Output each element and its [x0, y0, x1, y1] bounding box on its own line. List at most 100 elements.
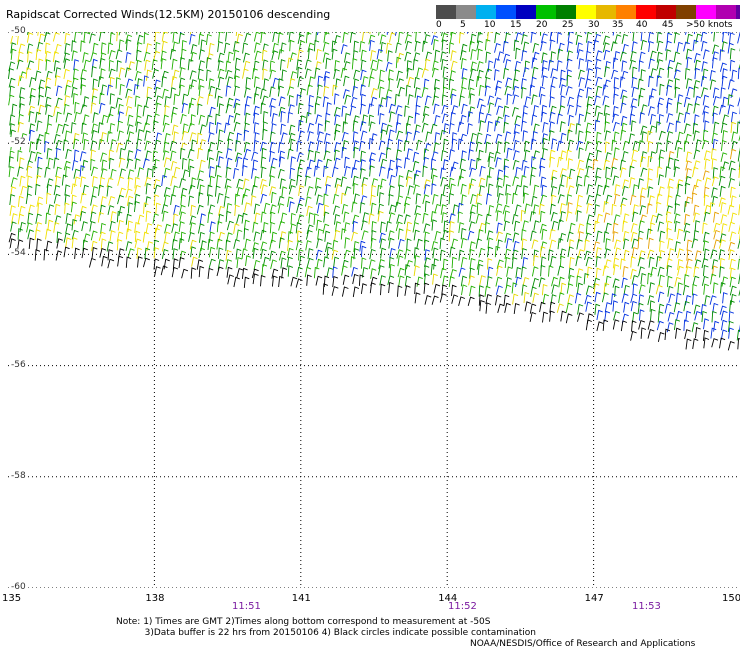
- wind-barb: [208, 231, 215, 243]
- wind-barb: [567, 32, 574, 42]
- wind-barb: [170, 112, 177, 124]
- wind-barb: [315, 114, 322, 125]
- wind-barb: [693, 130, 700, 141]
- longitude-label: 144: [438, 593, 458, 604]
- wind-barb: [29, 129, 35, 141]
- wind-barb: [539, 246, 546, 258]
- wind-barb: [82, 159, 89, 171]
- wind-barb: [269, 60, 276, 72]
- wind-barb: [451, 238, 458, 249]
- wind-barb: [360, 283, 368, 294]
- wind-barb: [512, 293, 519, 305]
- wind-barb: [125, 256, 132, 268]
- wind-barb: [64, 84, 71, 96]
- wind-barb: [673, 69, 681, 79]
- wind-barb: [119, 147, 126, 160]
- wind-barb: [595, 85, 603, 96]
- legend-label: 35: [612, 20, 624, 30]
- wind-barb: [442, 229, 449, 240]
- wind-barb: [603, 282, 610, 294]
- wind-barb: [126, 158, 134, 169]
- wind-barb: [630, 32, 632, 33]
- wind-barb: [225, 185, 232, 196]
- wind-barb: [315, 177, 321, 189]
- wind-barb: [659, 249, 666, 261]
- wind-barb: [109, 76, 115, 89]
- wind-barb: [145, 43, 152, 54]
- wind-barb: [379, 34, 387, 45]
- wind-barb: [622, 265, 629, 278]
- wind-barb: [711, 158, 717, 170]
- wind-barb: [206, 57, 212, 69]
- wind-barb: [542, 311, 548, 323]
- wind-barb: [441, 39, 448, 51]
- wind-barb: [385, 42, 392, 54]
- wind-barb: [423, 239, 430, 251]
- wind-barb: [585, 256, 593, 267]
- wind-barb: [404, 285, 411, 296]
- wind-barb: [442, 66, 449, 78]
- wind-barb: [709, 202, 716, 214]
- wind-barb: [118, 32, 121, 36]
- wind-barb: [521, 284, 528, 296]
- wind-barb: [225, 32, 231, 42]
- wind-barb: [288, 178, 296, 189]
- wind-barb: [638, 60, 644, 72]
- wind-barb: [353, 78, 360, 90]
- wind-barb: [575, 104, 582, 116]
- wind-barb: [647, 272, 653, 285]
- wind-barb: [389, 174, 396, 186]
- wind-barb: [487, 266, 494, 278]
- wind-barb: [414, 124, 421, 136]
- wind-barb: [74, 176, 81, 188]
- wind-barb: [496, 259, 504, 269]
- wind-barb: [143, 202, 149, 214]
- wind-barb: [460, 256, 468, 268]
- wind-barb: [287, 231, 294, 243]
- wind-barb: [334, 114, 341, 126]
- wind-barb: [91, 123, 98, 134]
- legend-swatch: [716, 5, 736, 19]
- wind-barb: [81, 221, 88, 232]
- wind-barb: [79, 165, 86, 177]
- wind-barb: [154, 139, 161, 151]
- wind-barb: [683, 222, 691, 233]
- wind-barb: [218, 205, 225, 216]
- wind-barb: [352, 220, 358, 233]
- wind-barb: [568, 168, 576, 180]
- wind-barb: [531, 266, 539, 277]
- wind-barb: [548, 265, 554, 277]
- wind-barb: [477, 48, 483, 60]
- wind-barb: [530, 286, 537, 297]
- wind-barb: [685, 160, 692, 171]
- wind-barb: [268, 175, 275, 187]
- wind-barb: [188, 165, 195, 178]
- wind-barb: [530, 76, 537, 88]
- wind-barb: [317, 228, 324, 240]
- wind-barb: [702, 170, 710, 181]
- wind-barb: [550, 68, 557, 79]
- wind-barb: [9, 193, 16, 206]
- wind-barb: [125, 241, 133, 252]
- wind-barb: [367, 103, 374, 114]
- wind-barb: [623, 301, 630, 313]
- wind-barb: [603, 49, 611, 60]
- wind-barb: [442, 184, 450, 195]
- wind-barb: [55, 250, 63, 261]
- wind-barb: [369, 68, 377, 79]
- wind-barb: [127, 150, 134, 161]
- wind-barb: [313, 39, 320, 52]
- wind-barb: [485, 193, 492, 205]
- wind-barb: [701, 275, 709, 286]
- wind-barb: [703, 150, 711, 161]
- wind-barb: [550, 169, 558, 180]
- wind-barb: [119, 83, 125, 96]
- wind-barb: [461, 150, 467, 162]
- wind-barb: [711, 187, 718, 198]
- wind-barb: [658, 67, 665, 79]
- wind-barb: [305, 229, 313, 240]
- wind-barb: [727, 42, 734, 54]
- wind-barb: [143, 75, 149, 87]
- wind-barb: [439, 249, 446, 261]
- wind-barb: [353, 69, 360, 80]
